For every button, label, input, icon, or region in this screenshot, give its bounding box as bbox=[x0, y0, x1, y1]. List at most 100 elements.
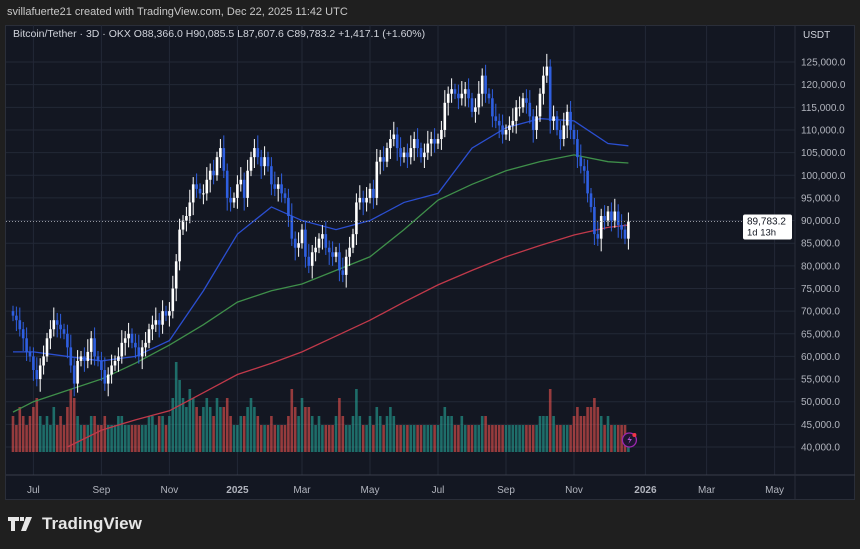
candle bbox=[562, 112, 566, 147]
volume-bar bbox=[497, 425, 501, 452]
tradingview-logo[interactable]: TradingView bbox=[8, 514, 142, 534]
candle-body bbox=[552, 116, 555, 121]
candle-body bbox=[463, 89, 467, 94]
candle bbox=[276, 177, 280, 202]
candle bbox=[341, 257, 345, 283]
y-tick-label: 50,000.0 bbox=[801, 397, 840, 408]
candle bbox=[151, 315, 154, 341]
lightning-glyph bbox=[627, 436, 632, 444]
ma_slow-line bbox=[67, 224, 629, 448]
candle bbox=[144, 331, 147, 357]
candle-body bbox=[511, 120, 515, 126]
candle-body bbox=[361, 197, 365, 203]
candle-body bbox=[531, 116, 535, 130]
volume-bar bbox=[100, 425, 103, 452]
volume-bar bbox=[151, 416, 154, 452]
candle-body bbox=[474, 107, 477, 112]
candle-body bbox=[72, 365, 76, 384]
candle bbox=[382, 146, 385, 171]
volume-bar bbox=[18, 407, 22, 452]
volume-bar bbox=[341, 416, 345, 452]
candle bbox=[86, 339, 90, 369]
candle bbox=[147, 323, 151, 349]
x-tick-label: 2025 bbox=[226, 485, 249, 496]
candle bbox=[450, 78, 453, 103]
volume-bar bbox=[300, 398, 304, 452]
candle bbox=[300, 224, 304, 249]
volume-bar bbox=[409, 425, 413, 452]
candle bbox=[480, 68, 484, 107]
candle-body bbox=[375, 161, 379, 198]
candle bbox=[137, 334, 141, 364]
volume-bar bbox=[477, 425, 481, 452]
volume-bar bbox=[378, 416, 382, 452]
volume-bar bbox=[110, 425, 113, 452]
volume-bar bbox=[542, 416, 545, 452]
candle bbox=[344, 249, 348, 288]
volume-bar bbox=[246, 407, 249, 452]
candle-body bbox=[446, 93, 450, 103]
candle bbox=[627, 212, 630, 250]
volume-bar bbox=[334, 416, 338, 452]
candle bbox=[508, 116, 511, 141]
candle bbox=[310, 245, 314, 279]
candle-body bbox=[79, 356, 83, 361]
candle bbox=[351, 228, 355, 254]
candle bbox=[110, 354, 113, 384]
candle-body bbox=[110, 365, 113, 375]
candle bbox=[565, 104, 569, 139]
volume-bar bbox=[147, 416, 151, 452]
y-tick-label: 85,000.0 bbox=[801, 239, 840, 250]
candle bbox=[334, 246, 338, 263]
candle-body bbox=[470, 98, 474, 112]
y-tick-label: 100,000.0 bbox=[801, 171, 846, 182]
candle-body bbox=[300, 229, 304, 244]
candle bbox=[157, 312, 161, 338]
volume-bar bbox=[276, 425, 280, 452]
y-tick-label: 80,000.0 bbox=[801, 261, 840, 272]
y-tick-label: 120,000.0 bbox=[801, 80, 846, 91]
volume-bar bbox=[586, 407, 589, 452]
candle-body bbox=[453, 89, 457, 94]
volume-bar bbox=[256, 416, 260, 452]
candle bbox=[446, 86, 450, 116]
volume-bar bbox=[620, 425, 623, 452]
candle-body bbox=[45, 338, 49, 357]
candle bbox=[572, 124, 576, 145]
candle bbox=[477, 81, 481, 115]
candle-body bbox=[195, 184, 198, 189]
candle bbox=[113, 355, 117, 371]
candle-body bbox=[317, 238, 321, 248]
candle-body bbox=[623, 229, 627, 239]
candle-body bbox=[59, 324, 62, 330]
candle bbox=[518, 96, 521, 117]
candle bbox=[266, 151, 270, 172]
volume-bar bbox=[610, 425, 613, 452]
candle bbox=[246, 159, 249, 207]
volume-bar bbox=[457, 425, 460, 452]
candle-body bbox=[321, 234, 324, 239]
candle-body bbox=[21, 329, 25, 339]
candle bbox=[256, 135, 260, 165]
candle-body bbox=[542, 75, 545, 94]
candle bbox=[181, 215, 185, 236]
candle bbox=[140, 340, 144, 370]
candle-body bbox=[406, 152, 409, 158]
candle-body bbox=[287, 197, 290, 217]
chart-panel[interactable] bbox=[5, 25, 855, 500]
candle bbox=[229, 187, 232, 212]
candle-body bbox=[348, 247, 351, 257]
candle bbox=[25, 327, 28, 361]
volume-bar bbox=[559, 425, 562, 452]
candle-body bbox=[239, 179, 243, 185]
volume-bar bbox=[487, 425, 491, 452]
currency-label: USDT bbox=[803, 30, 830, 41]
volume-bar bbox=[338, 398, 341, 452]
candle-body bbox=[191, 184, 195, 203]
candle bbox=[365, 187, 368, 212]
candle bbox=[215, 151, 219, 181]
tradingview-logo-icon bbox=[8, 517, 32, 531]
candle-body bbox=[18, 320, 22, 330]
candle bbox=[324, 221, 328, 255]
